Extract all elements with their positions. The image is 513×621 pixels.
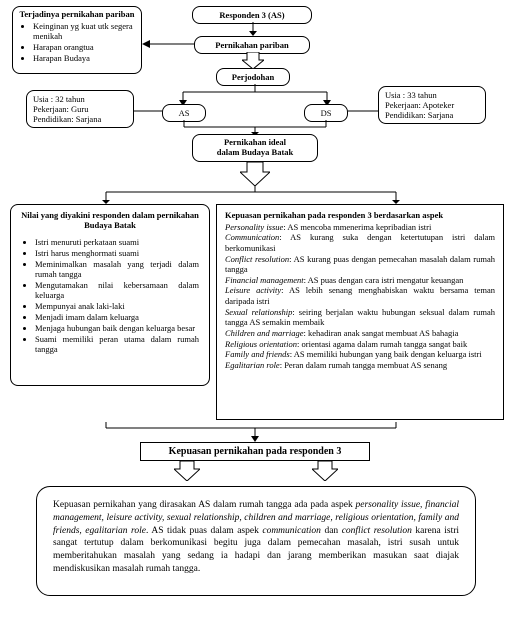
kepuasan-title: Kepuasan pernikahan pada responden 3 (169, 446, 342, 457)
aspek-label: Leisure activity (225, 285, 281, 295)
as-label: AS (179, 108, 190, 118)
line-profile-ds (348, 110, 378, 112)
aspek-text: : AS mencoba mmenerima kepribadian istri (283, 222, 431, 232)
nilai-item: Istri harus menghormati suami (35, 248, 199, 258)
perjodohan-label: Perjodohan (232, 72, 275, 82)
aspek-row: Communication: AS kurang suka dengan ket… (225, 232, 495, 253)
profile-ds-usia: Usia : 33 tahun (385, 90, 479, 100)
arrow-responden-pernikahan (248, 22, 258, 36)
profile-ds-box: Usia : 33 tahun Pekerjaan: Apoteker Pend… (378, 86, 486, 124)
profile-ds-pekerjaan: Pekerjaan: Apoteker (385, 100, 479, 110)
aspek-text: : AS memiliki hubungan yang baik dengan … (290, 349, 482, 359)
connector-split (96, 186, 406, 204)
aspek-row: Children and marriage: kehadiran anak sa… (225, 328, 495, 339)
aspek-label: Personality issue (225, 222, 283, 232)
terjadinya-item: Harapan Budaya (33, 53, 135, 63)
nilai-title: Nilai yang diyakini responden dalam pern… (21, 211, 199, 231)
arrow-terjadinya-pernikahan (142, 38, 194, 50)
terjadinya-box: Terjadinya pernikahan pariban Keinginan … (12, 6, 142, 74)
aspek-label: Financial management (225, 275, 304, 285)
nilai-item: Suami memiliki peran utama dalam rumah t… (35, 334, 199, 354)
profile-ds-pend: Pendidikan: Sarjana (385, 110, 479, 120)
aspek-box: Kepuasan pernikahan pada responden 3 ber… (216, 204, 504, 420)
nilai-item: Istri menuruti perkataan suami (35, 237, 199, 247)
aspek-row: Personality issue: AS mencoba mmenerima … (225, 222, 495, 233)
kepuasan-title-box: Kepuasan pernikahan pada responden 3 (140, 442, 370, 461)
aspek-row: Conflict resolution: AS kurang puas deng… (225, 254, 495, 275)
terjadinya-list: Keinginan yg kuat utk segera menikah Har… (19, 21, 135, 63)
nilai-item: Meminimalkan masalah yang terjadi dalam … (35, 259, 199, 279)
terjadinya-item: Keinginan yg kuat utk segera menikah (33, 21, 135, 41)
nilai-item: Menjadi imam dalam keluarga (35, 312, 199, 322)
profile-as-usia: Usia : 32 tahun (33, 94, 127, 104)
arrow-big-k2 (312, 461, 338, 481)
aspek-row: Religious orientation: orientasi agama d… (225, 339, 495, 350)
nilai-item: Mengutamakan nilai kebersamaan dalam kel… (35, 280, 199, 300)
aspek-label: Communication (225, 232, 279, 242)
aspek-label: Sexual relationship (225, 307, 292, 317)
ideal-box: Pernikahan ideal dalam Budaya Batak (192, 134, 318, 162)
aspek-text: : orientasi agama dalam rumah tangga san… (297, 339, 467, 349)
connector-perjodohan (171, 84, 339, 106)
aspek-row: Leisure activity: AS lebih senang mengha… (225, 285, 495, 306)
connector-merge (96, 422, 406, 442)
aspek-row: Egalitarian role: Peran dalam rumah tang… (225, 360, 495, 371)
arrow-big-pp (242, 52, 264, 69)
ideal-l2: dalam Budaya Batak (199, 148, 311, 158)
profile-as-box: Usia : 32 tahun Pekerjaan: Guru Pendidik… (26, 90, 134, 128)
arrow-big-ideal (240, 162, 270, 186)
aspek-label: Egalitarian role (225, 360, 280, 370)
aspek-text: : Peran dalam rumah tangga membuat AS se… (280, 360, 447, 370)
aspek-row: Financial management: AS puas dengan car… (225, 275, 495, 286)
profile-as-pend: Pendidikan: Sarjana (33, 114, 127, 124)
aspek-label: Conflict resolution (225, 254, 289, 264)
terjadinya-title: Terjadinya pernikahan pariban (19, 10, 135, 19)
aspek-text: : AS puas dengan cara istri mengatur keu… (304, 275, 464, 285)
nilai-list: Istri menuruti perkataan suami Istri har… (21, 237, 199, 354)
nilai-box: Nilai yang diyakini responden dalam pern… (10, 204, 210, 386)
aspek-title: Kepuasan pernikahan pada responden 3 ber… (225, 210, 495, 221)
aspek-label: Religious orientation (225, 339, 297, 349)
line-profile-as (134, 110, 162, 112)
responden-label: Responden 3 (AS) (219, 10, 284, 20)
aspek-row: Family and friends: AS memiliki hubungan… (225, 349, 495, 360)
aspek-label: Family and friends (225, 349, 290, 359)
summary-text: Kepuasan pernikahan yang dirasakan AS da… (53, 500, 459, 574)
nilai-item: Mempunyai anak laki-laki (35, 301, 199, 311)
pernikahan-label: Pernikahan pariban (215, 40, 288, 50)
arrow-big-k1 (174, 461, 200, 481)
aspek-text: : kehadiran anak sangat membuat AS bahag… (304, 328, 459, 338)
terjadinya-item: Harapan orangtua (33, 42, 135, 52)
summary-box: Kepuasan pernikahan yang dirasakan AS da… (36, 486, 476, 596)
aspek-label: Children and marriage (225, 328, 304, 338)
ds-label: DS (321, 108, 332, 118)
profile-as-pekerjaan: Pekerjaan: Guru (33, 104, 127, 114)
aspek-row: Sexual relationship: seiring berjalan wa… (225, 307, 495, 328)
nilai-item: Menjaga hubungan baik dengan keluarga be… (35, 323, 199, 333)
